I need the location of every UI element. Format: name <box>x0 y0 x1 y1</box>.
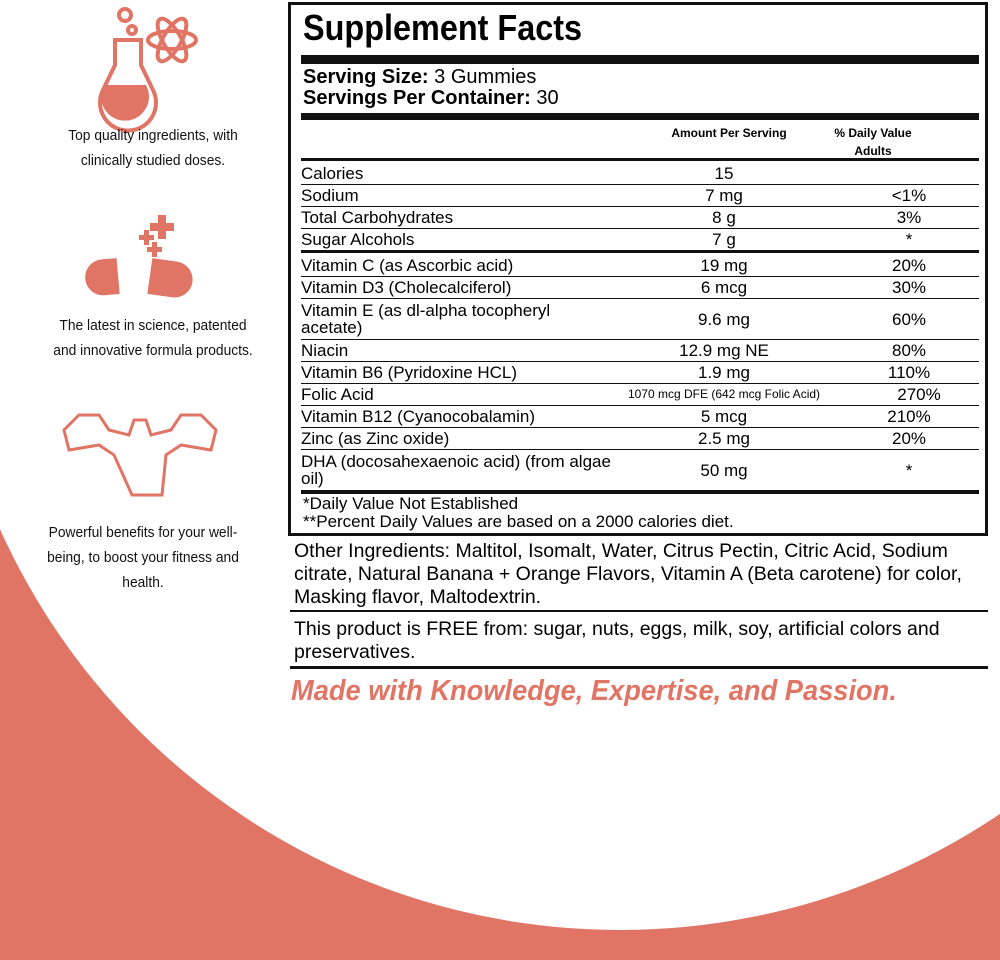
label: Servings Per Container: <box>303 87 531 109</box>
amount: 1070 mcg DFE (642 mcg Folic Acid) <box>627 387 821 401</box>
title: Supplement Facts <box>303 7 583 48</box>
nutrient-name: Calories <box>301 164 364 183</box>
amount: 9.6 mg <box>698 309 750 329</box>
daily-value: 20% <box>891 429 927 448</box>
nutrient-group: Vitamin C (as Ascorbic acid) 19 mg 20% Vita… <box>301 250 979 494</box>
supplement-facts: Supplement Facts Serving Size: 3 Gummies… <box>288 2 988 536</box>
pill-icon <box>85 215 193 298</box>
daily-value: 60% <box>891 309 927 329</box>
tagline: Made with Knowledge, Expertise, and Pass… <box>291 675 897 707</box>
nutrient-name: Vitamin D3 (Cholecalciferol) <box>301 278 512 297</box>
amount: 7 g <box>712 230 736 249</box>
daily-value: * <box>905 230 913 249</box>
daily-value: * <box>905 460 913 480</box>
amount: 8 g <box>712 208 736 227</box>
daily-value: 20% <box>891 256 927 275</box>
footnotes: *Daily Value Not Established **Percent Da… <box>303 495 734 531</box>
amount: 50 mg <box>700 460 748 480</box>
free-from: This product is FREE from: sugar, nuts, … <box>294 618 940 663</box>
amount: 6 mcg <box>700 278 748 297</box>
nutrient-row: Calories 15 <box>301 163 979 185</box>
nutrient-row: Vitamin D3 (Cholecalciferol) 6 mcg 30% <box>301 277 979 299</box>
nutrient-name: Zinc (as Zinc oxide) <box>301 429 450 448</box>
nutrient-name: Sugar Alcohols <box>301 230 415 249</box>
feature-text: Powerful benefits for your well-being, t… <box>47 524 239 591</box>
feature-text: Top quality ingredients, with clinically… <box>68 127 238 169</box>
rule <box>301 113 979 120</box>
amount: 1.9 mg <box>698 363 750 382</box>
column-header: % Daily Value Adults <box>834 126 912 158</box>
nutrient-row: Vitamin C (as Ascorbic acid) 19 mg 20% <box>301 255 979 277</box>
daily-value: 270% <box>897 385 941 404</box>
amount: 15 <box>714 164 734 183</box>
nutrient-name: Niacin <box>301 341 349 360</box>
nutrient-name: Vitamin E (as dl-alpha tocopheryl acetat… <box>301 301 551 337</box>
daily-value: 210% <box>887 407 931 426</box>
nutrient-name: Vitamin B6 (Pyridoxine HCL) <box>301 363 518 382</box>
nutrient-row: Niacin 12.9 mg NE 80% <box>301 340 979 362</box>
nutrient-table: Calories 15 Sodium 7 mg <1% Total Carbohydrat… <box>301 158 979 494</box>
feature-text: The latest in science, patented and inno… <box>53 317 253 359</box>
amount: 2.5 mg <box>698 429 750 448</box>
rule <box>301 55 979 64</box>
nutrient-row: Sugar Alcohols 7 g * <box>301 229 979 250</box>
flask-icon <box>98 7 198 133</box>
value: 3 Gummies <box>434 66 537 88</box>
amount: 7 mg <box>705 186 743 205</box>
nutrient-row: Folic Acid 1070 mcg DFE (642 mcg Folic Ac… <box>301 384 979 406</box>
nutrient-name: Folic Acid <box>301 385 374 404</box>
nutrient-row: Total Carbohydrates 8 g 3% <box>301 207 979 229</box>
daily-value: <1% <box>891 186 927 205</box>
nutrient-row: Sodium 7 mg <1% <box>301 185 979 207</box>
daily-value: 30% <box>891 278 927 297</box>
rule <box>290 610 988 612</box>
nutrient-row: Vitamin B12 (Cyanocobalamin) 5 mcg 210% <box>301 406 979 428</box>
muscle-icon <box>62 413 218 497</box>
footnote: *Daily Value Not Established <box>303 494 519 513</box>
nutrient-name: Vitamin C (as Ascorbic acid) <box>301 256 514 275</box>
rule <box>290 666 988 669</box>
column-header: Amount Per Serving <box>671 126 787 140</box>
amount: 19 mg <box>700 256 748 275</box>
other-ingredients: Other Ingredients: Maltitol, Isomalt, Wa… <box>294 540 962 608</box>
daily-value: 80% <box>891 341 927 360</box>
amount: 5 mcg <box>700 407 748 426</box>
daily-value: 110% <box>887 363 931 382</box>
nutrient-name: DHA (docosahexaenoic acid) (from algae o… <box>301 452 611 488</box>
value: 30 <box>536 87 559 109</box>
footnote: **Percent Daily Values are based on a 20… <box>303 512 734 531</box>
serving-info: Serving Size: 3 Gummies Servings Per Con… <box>303 67 559 109</box>
nutrient-group: Calories 15 Sodium 7 mg <1% Total Carbohydrat… <box>301 158 979 250</box>
nutrient-name: Total Carbohydrates <box>301 208 454 227</box>
amount: 12.9 mg NE <box>679 341 769 360</box>
nutrient-row: Vitamin B6 (Pyridoxine HCL) 1.9 mg 110% <box>301 362 979 384</box>
nutrient-row: Zinc (as Zinc oxide) 2.5 mg 20% <box>301 428 979 450</box>
nutrient-row: Vitamin E (as dl-alpha tocopheryl acetat… <box>301 299 979 340</box>
nutrient-name: Sodium <box>301 186 359 205</box>
nutrient-row: DHA (docosahexaenoic acid) (from algae o… <box>301 450 979 490</box>
label: Serving Size: <box>303 66 429 88</box>
daily-value: 3% <box>896 208 922 227</box>
nutrient-name: Vitamin B12 (Cyanocobalamin) <box>301 407 536 426</box>
